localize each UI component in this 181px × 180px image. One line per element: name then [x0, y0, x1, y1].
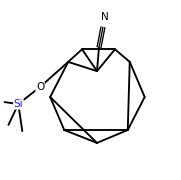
- Text: O: O: [36, 82, 44, 92]
- Text: N: N: [101, 12, 109, 22]
- Text: Si: Si: [14, 99, 23, 109]
